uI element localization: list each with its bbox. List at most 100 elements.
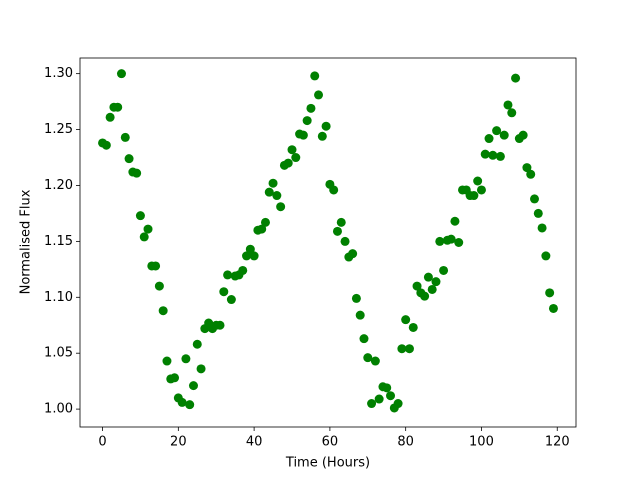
point [533,208,543,218]
point [116,69,126,79]
point [397,344,407,354]
point [370,356,380,366]
point [332,226,342,236]
point [154,281,164,291]
point [336,217,346,227]
point [268,178,278,188]
y-tick-label: 1.00 [44,402,73,417]
point [132,168,142,178]
point [306,103,316,113]
point [158,306,168,316]
point [314,90,324,100]
point [177,397,187,407]
point [351,293,361,303]
point [238,265,248,275]
x-tick-label: 80 [397,435,414,450]
point [215,320,225,330]
x-tick-label: 60 [322,435,339,450]
point [260,217,270,227]
x-axis-label: Time (Hours) [285,456,370,471]
point [317,131,327,141]
point [196,364,206,374]
point [541,251,551,261]
point [386,391,396,401]
point [476,185,486,195]
point [363,353,373,363]
plot-frame [79,57,577,428]
point [439,265,449,275]
y-tick-label: 1.15 [44,234,73,249]
point [249,251,259,261]
point [302,116,312,126]
point [408,322,418,332]
point [537,223,547,233]
point [431,277,441,287]
point [412,281,422,291]
point [120,132,130,142]
y-tick-label: 1.05 [44,346,73,361]
point [393,399,403,409]
point [446,234,456,244]
point [192,339,202,349]
point [488,150,498,160]
point [310,71,320,81]
y-tick-label: 1.25 [44,122,73,137]
y-tick-label: 1.20 [44,178,73,193]
point [473,176,483,186]
point [181,354,191,364]
point [495,151,505,161]
point [283,158,293,168]
point [435,236,445,246]
point [401,315,411,325]
point [226,295,236,305]
point [170,373,180,383]
point [139,232,149,242]
x-tick-label: 100 [469,435,494,450]
point [522,163,532,173]
point [420,291,430,301]
point [511,73,521,83]
point [245,244,255,254]
point [276,202,286,212]
point [530,194,540,204]
point [427,284,437,294]
point [423,272,433,282]
point [359,334,369,344]
point [329,185,339,195]
point [545,288,555,298]
point [105,112,115,122]
point [135,211,145,221]
point [355,310,365,320]
point [151,261,161,271]
point [469,191,479,201]
point [548,303,558,313]
y-tick-label: 1.30 [44,66,73,81]
y-tick-label: 1.10 [44,290,73,305]
point [340,236,350,246]
point [450,216,460,226]
point [219,287,229,297]
point [298,130,308,140]
point [124,154,134,164]
point [503,100,513,110]
point [404,344,414,354]
point [188,381,198,391]
point [143,224,153,234]
point [223,270,233,280]
point [287,145,297,155]
point [382,383,392,393]
point [518,130,528,140]
x-tick-label: 120 [545,435,570,450]
point [291,153,301,163]
point [242,251,252,261]
x-tick-label: 40 [246,435,263,450]
x-tick-label: 0 [98,435,106,450]
point [484,134,494,144]
point [492,126,502,136]
point [367,399,377,409]
x-tick-label: 20 [170,435,187,450]
point [257,224,267,234]
point [526,169,536,179]
